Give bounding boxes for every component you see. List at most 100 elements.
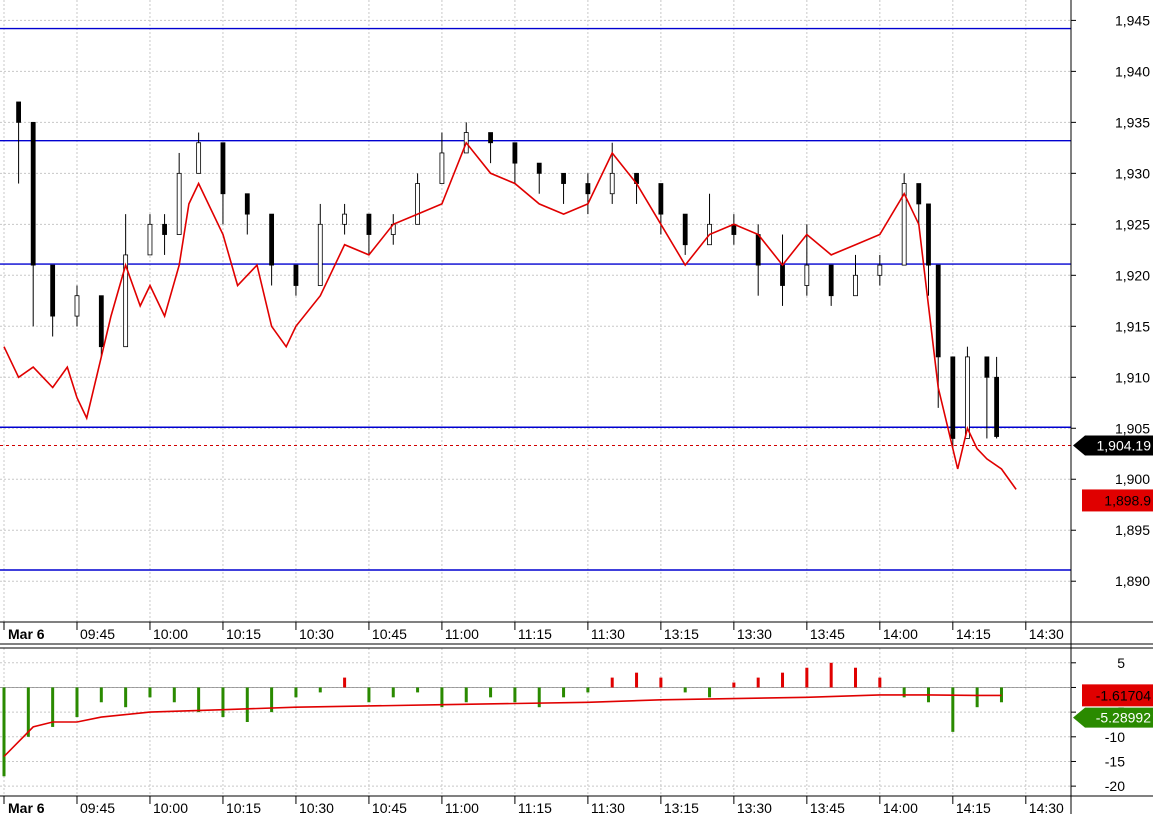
indicator-bar <box>951 687 955 732</box>
indicator-bar <box>683 687 687 693</box>
candle-body <box>16 101 21 123</box>
indicator-tick-label: -15 <box>1105 753 1125 769</box>
indicator-line <box>3 694 1002 758</box>
price-tick-label: 1,900 <box>1115 471 1150 487</box>
candle-body <box>561 172 566 184</box>
time-tick-label: 11:15 <box>518 800 552 814</box>
price-tick-label: 1,935 <box>1115 114 1150 130</box>
indicator-green-badge <box>1073 707 1153 728</box>
indicator-bar <box>586 687 590 693</box>
indicator-bar <box>2 687 6 777</box>
indicator-bar <box>75 687 79 718</box>
time-tick-label: 10:15 <box>226 800 261 814</box>
time-tick-label: 14:00 <box>883 800 918 814</box>
indicator-bar <box>781 672 785 688</box>
time-tick-label: 09:45 <box>80 626 115 642</box>
candle-body <box>176 172 182 235</box>
indicator-bar <box>756 677 760 688</box>
last-price-badge <box>1073 435 1153 456</box>
candle-body <box>658 183 664 215</box>
candle-body <box>682 213 688 246</box>
time-axis-top: Mar 6 09:45 10:00 10:15 10:30 10:45 11:00 11:15… <box>0 621 1153 645</box>
candle-body <box>828 264 834 297</box>
candle-body <box>512 142 518 164</box>
candle-body <box>147 223 153 256</box>
candle-body <box>877 264 883 276</box>
time-tick-label: 11:30 <box>591 626 625 642</box>
time-tick-label: 14:00 <box>883 626 918 642</box>
price-tick-label: 1,915 <box>1115 318 1150 334</box>
candle-body <box>609 172 615 195</box>
indicator-bar <box>391 687 395 698</box>
candle-body <box>585 183 591 195</box>
time-tick-label: 13:30 <box>737 626 772 642</box>
indicator-bar <box>489 687 493 698</box>
indicator-bar <box>197 687 201 713</box>
indicator-bar <box>878 677 882 688</box>
candle-body <box>342 213 348 225</box>
indicator-bar <box>270 687 274 713</box>
candle-body <box>244 193 250 215</box>
indicator-red-label: -1.61704 <box>1096 687 1151 703</box>
price-tick-label: 1,890 <box>1115 573 1150 589</box>
candle-body <box>220 142 226 195</box>
candle-body <box>293 264 299 286</box>
time-tick-label: 13:45 <box>810 800 845 814</box>
indicator-bar <box>172 687 176 703</box>
candle-body <box>780 264 785 286</box>
time-axis-bottom: Mar 6 09:45 10:00 10:15 10:30 10:45 11:00 11:15… <box>0 795 1153 816</box>
candle-body <box>536 162 542 174</box>
indicator-bar <box>26 687 30 737</box>
candle-body <box>994 376 1000 437</box>
indicator-bar <box>367 687 371 703</box>
indicator-bar <box>464 687 468 703</box>
time-tick-label: 14:30 <box>1029 626 1064 642</box>
time-tick-label: 11:00 <box>445 800 479 814</box>
indicator-bar <box>829 662 833 688</box>
indicator-bar <box>318 687 322 693</box>
indicator-tick-label: 5 <box>1117 655 1125 671</box>
time-tick-label: 14:30 <box>1029 800 1064 814</box>
time-tick-label: 13:15 <box>664 800 699 814</box>
candle-body <box>366 213 372 235</box>
candle-body <box>853 274 858 297</box>
time-tick-label: 10:45 <box>372 626 407 642</box>
overlay-value-badge <box>1082 489 1153 512</box>
candle-body <box>926 203 931 266</box>
indicator-bar <box>245 687 249 722</box>
candle-body <box>439 152 445 184</box>
indicator-bar <box>221 687 225 718</box>
indicator-bar <box>610 677 614 688</box>
candle-body <box>984 356 990 378</box>
candle-body <box>415 183 420 225</box>
time-tick-label: 10:30 <box>299 626 334 642</box>
price-tick-label: 1,895 <box>1115 522 1150 538</box>
indicator-green-label: -5.28992 <box>1096 710 1151 726</box>
overlay-value-label: 1,898.9 <box>1104 492 1151 508</box>
time-tick-label: Mar 6 <box>8 626 45 642</box>
price-tick-label: 1,910 <box>1115 369 1150 385</box>
time-tick-label: 14:15 <box>956 800 991 814</box>
indicator-panel <box>0 647 1153 796</box>
price-tick-label: 1,920 <box>1115 267 1150 283</box>
candle-body <box>950 356 956 439</box>
indicator-bar <box>854 667 858 688</box>
last-price-label: 1,904.19 <box>1097 438 1152 454</box>
overlay-line <box>3 141 1017 490</box>
price-tick-label: 1,925 <box>1115 216 1150 232</box>
price-tick-label: 1,905 <box>1115 420 1150 436</box>
indicator-bar <box>99 687 103 703</box>
indicator-bar <box>805 667 809 688</box>
candle-body <box>317 223 323 286</box>
candle-body <box>98 295 104 348</box>
time-tick-label: 11:15 <box>518 626 552 642</box>
candle-body <box>162 223 167 235</box>
indicator-bar <box>124 687 128 708</box>
indicator-bar <box>635 672 639 688</box>
indicator-bar <box>975 687 979 708</box>
time-tick-label: Mar 6 <box>8 800 45 814</box>
time-tick-label: 10:45 <box>372 800 407 814</box>
candle-body <box>935 264 941 358</box>
